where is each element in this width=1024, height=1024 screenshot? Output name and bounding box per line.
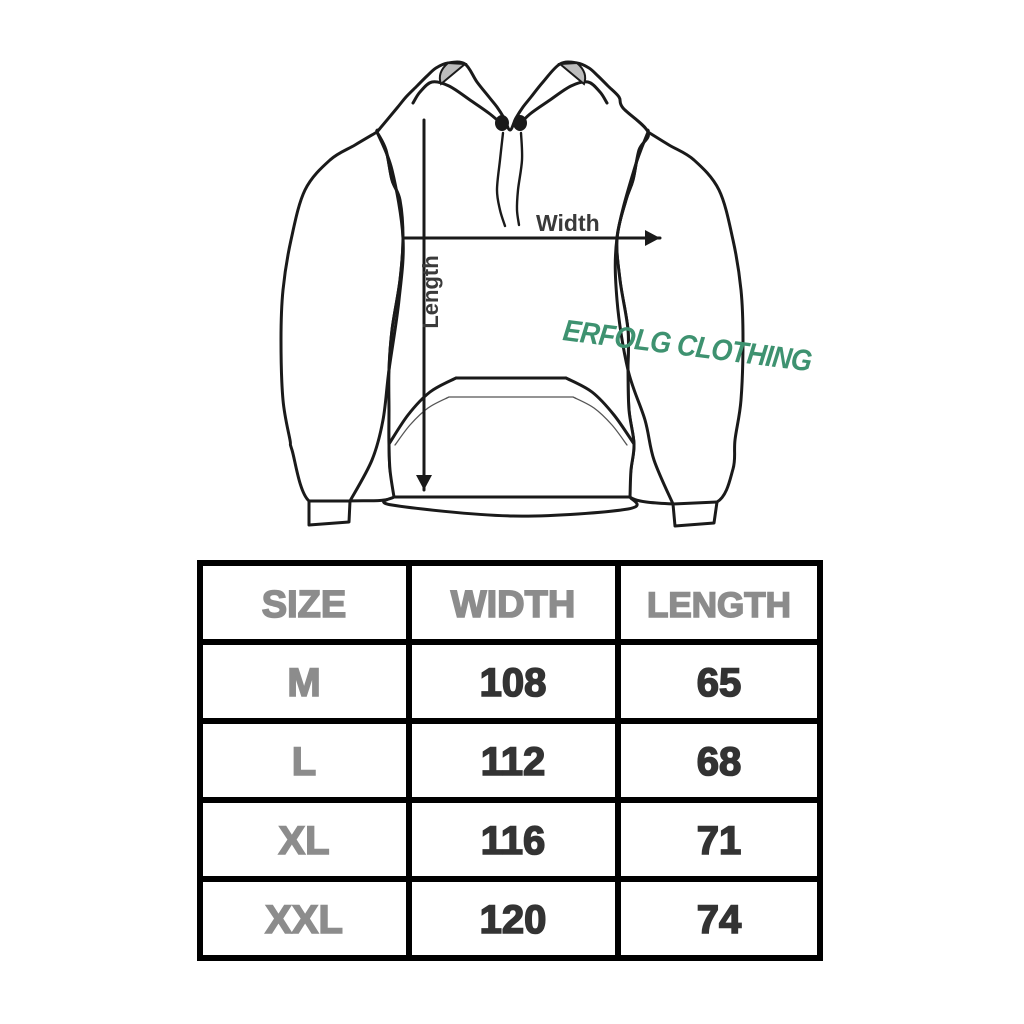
svg-text:SIZE: SIZE: [262, 584, 346, 626]
svg-text:65: 65: [697, 661, 742, 705]
svg-text:XXL: XXL: [265, 898, 343, 942]
svg-text:68: 68: [697, 740, 742, 784]
svg-text:Width: Width: [536, 210, 600, 236]
svg-text:LENGTH: LENGTH: [647, 586, 791, 625]
svg-text:WIDTH: WIDTH: [451, 584, 576, 626]
svg-text:Length: Length: [418, 255, 443, 328]
svg-text:71: 71: [697, 819, 742, 863]
svg-text:M: M: [287, 661, 320, 705]
svg-text:L: L: [292, 740, 316, 784]
svg-text:116: 116: [481, 819, 546, 863]
svg-text:120: 120: [480, 898, 547, 942]
svg-text:XL: XL: [278, 819, 329, 863]
svg-text:112: 112: [481, 740, 546, 784]
svg-text:74: 74: [697, 898, 742, 942]
svg-text:108: 108: [480, 661, 547, 705]
